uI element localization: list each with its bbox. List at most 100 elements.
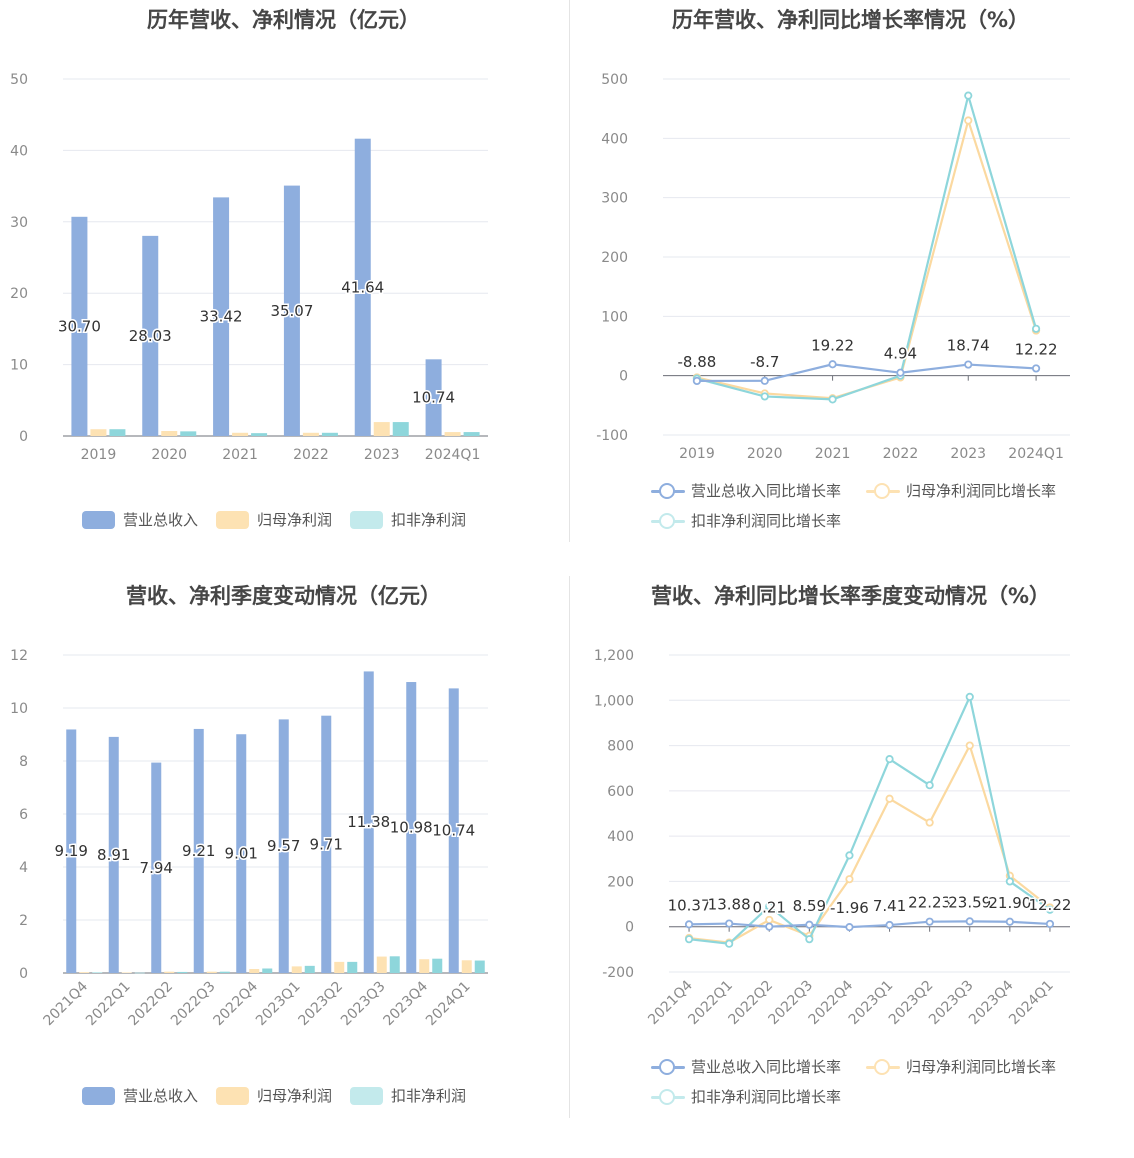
legend-label-deducted-growth: 扣非净利润同比增长率: [691, 1088, 842, 1106]
bar-revenue: [354, 138, 371, 436]
legend: 营业总收入同比增长率 归母净利润同比增长率 扣非净利润同比增长率: [567, 480, 1134, 540]
series-line-netprofit-growth: [696, 116, 1038, 400]
data-label: 19.22: [811, 336, 854, 354]
data-label: 23.59: [948, 893, 991, 911]
point-deducted-growth: [765, 902, 774, 911]
point-deducted-growth: [725, 939, 734, 948]
data-label: 10.37: [668, 896, 711, 914]
bar-revenue: [363, 671, 374, 973]
y-tick-label: 0: [625, 920, 634, 936]
bar-deducted: [347, 961, 358, 973]
point-deducted-growth: [1045, 905, 1055, 914]
point-revenue-growth: [885, 920, 894, 930]
point-revenue-growth: [760, 376, 769, 385]
x-tick-label: 2023Q4: [380, 978, 431, 1029]
legend-swatch-netprofit: [216, 1086, 249, 1105]
legend-item-revenue[interactable]: 营业总收入: [82, 1085, 198, 1106]
x-tick-label: 2019: [81, 447, 117, 463]
point-revenue-growth: [845, 923, 854, 932]
legend-swatch-revenue-growth: [651, 482, 685, 500]
data-label: 4.94: [884, 345, 917, 363]
legend-label-revenue-growth: 营业总收入同比增长率: [691, 482, 842, 500]
y-tick-label: 30: [10, 215, 28, 231]
bar-deducted: [177, 971, 188, 973]
bar-netprofit: [232, 432, 249, 436]
bar-revenue: [236, 734, 247, 973]
y-tick-label: 600: [607, 784, 634, 800]
point-revenue-growth: [964, 360, 973, 369]
data-label: 7.94: [140, 859, 173, 877]
point-netprofit-growth: [845, 875, 854, 884]
y-tick-label: 200: [607, 874, 634, 890]
legend-label-netprofit-growth: 归母净利润同比增长率: [906, 482, 1057, 500]
data-label: 9.21: [182, 842, 215, 860]
legend-swatch-netprofit-growth: [866, 482, 900, 500]
legend-item-revenue[interactable]: 营业总收入: [82, 509, 198, 530]
data-label: -8.7: [750, 353, 779, 371]
legend-item-netprofit[interactable]: 归母净利润: [216, 1085, 332, 1106]
legend-item-deducted-growth[interactable]: 扣非净利润同比增长率: [651, 510, 841, 531]
bar-netprofit: [161, 431, 178, 436]
x-tick-label: 2023Q3: [338, 979, 389, 1030]
point-deducted-growth: [845, 851, 854, 860]
y-tick-label: 1,200: [594, 648, 634, 664]
bar-netprofit: [206, 971, 217, 973]
point-deducted-growth: [805, 935, 814, 944]
legend-item-revenue-growth[interactable]: 营业总收入同比增长率: [651, 480, 841, 501]
legend-item-deducted[interactable]: 扣非净利润: [350, 1085, 466, 1106]
bar-deducted: [251, 433, 268, 436]
data-label: 22.23: [908, 894, 951, 912]
data-label: -1.96: [830, 899, 869, 917]
line-chart-quarterly-growth: -20002004006008001,0001,2002021Q42022Q12…: [594, 648, 1073, 1029]
y-tick-label: 6: [19, 807, 28, 823]
bar-netprofit: [419, 959, 430, 973]
legend-label-netprofit-growth: 归母净利润同比增长率: [906, 1058, 1057, 1076]
data-label: 13.88: [708, 896, 751, 914]
x-tick-label: 2019: [679, 446, 715, 462]
legend: 营业总收入 归母净利润 扣非净利润: [0, 509, 567, 533]
data-label: 10.74: [412, 389, 455, 407]
point-deducted-growth: [760, 392, 769, 401]
bar-revenue: [283, 185, 300, 436]
y-tick-label: 200: [601, 250, 628, 266]
y-tick-label: 1,000: [594, 693, 634, 709]
y-tick-label: 8: [19, 754, 28, 770]
bar-revenue: [108, 736, 119, 973]
bar-revenue: [151, 762, 162, 973]
legend-item-netprofit-growth[interactable]: 归母净利润同比增长率: [866, 1056, 1056, 1077]
point-revenue-growth: [765, 922, 774, 931]
legend-item-revenue-growth[interactable]: 营业总收入同比增长率: [651, 1056, 841, 1077]
legend: 营业总收入 归母净利润 扣非净利润: [0, 1085, 567, 1109]
x-tick-label: 2023Q1: [253, 979, 304, 1030]
bar-deducted: [389, 956, 400, 973]
y-tick-label: 10: [10, 358, 28, 374]
legend-label-deducted: 扣非净利润: [391, 511, 467, 529]
x-tick-label: 2024Q1: [1006, 978, 1057, 1029]
bar-deducted: [180, 431, 197, 436]
legend-item-netprofit[interactable]: 归母净利润: [216, 509, 332, 530]
legend-label-deducted: 扣非净利润: [391, 1087, 467, 1105]
series-line-revenue-growth: [689, 920, 1051, 929]
x-tick-label: 2022: [293, 447, 329, 463]
legend-swatch-revenue-growth: [651, 1058, 685, 1076]
legend-item-deducted[interactable]: 扣非净利润: [350, 509, 466, 530]
data-label: 9.57: [267, 837, 300, 855]
legend-swatch-deducted-growth: [651, 1088, 685, 1106]
point-revenue-growth: [896, 368, 905, 377]
data-label: 11.38: [347, 813, 390, 831]
point-deducted-growth: [965, 692, 974, 701]
x-tick-label: 2023: [364, 447, 400, 463]
data-label: 41.64: [341, 278, 384, 296]
point-deducted-growth: [828, 395, 837, 404]
y-tick-label: -200: [602, 965, 634, 981]
point-netprofit-growth: [965, 741, 974, 750]
data-label: 8.59: [793, 897, 826, 915]
legend: 营业总收入同比增长率 归母净利润同比增长率 扣非净利润同比增长率: [567, 1056, 1134, 1116]
bar-deducted: [392, 422, 409, 436]
legend-item-netprofit-growth[interactable]: 归母净利润同比增长率: [866, 480, 1056, 501]
bar-revenue: [425, 359, 442, 436]
legend-item-deducted-growth[interactable]: 扣非净利润同比增长率: [651, 1086, 841, 1107]
panel-annual-revenue-profit: 历年营收、净利情况（亿元） 0 10 20 30 40 50 30.70 2019 28.03 2…: [0, 0, 567, 579]
bar-netprofit: [334, 961, 345, 973]
x-tick-label: 2023: [950, 446, 986, 462]
